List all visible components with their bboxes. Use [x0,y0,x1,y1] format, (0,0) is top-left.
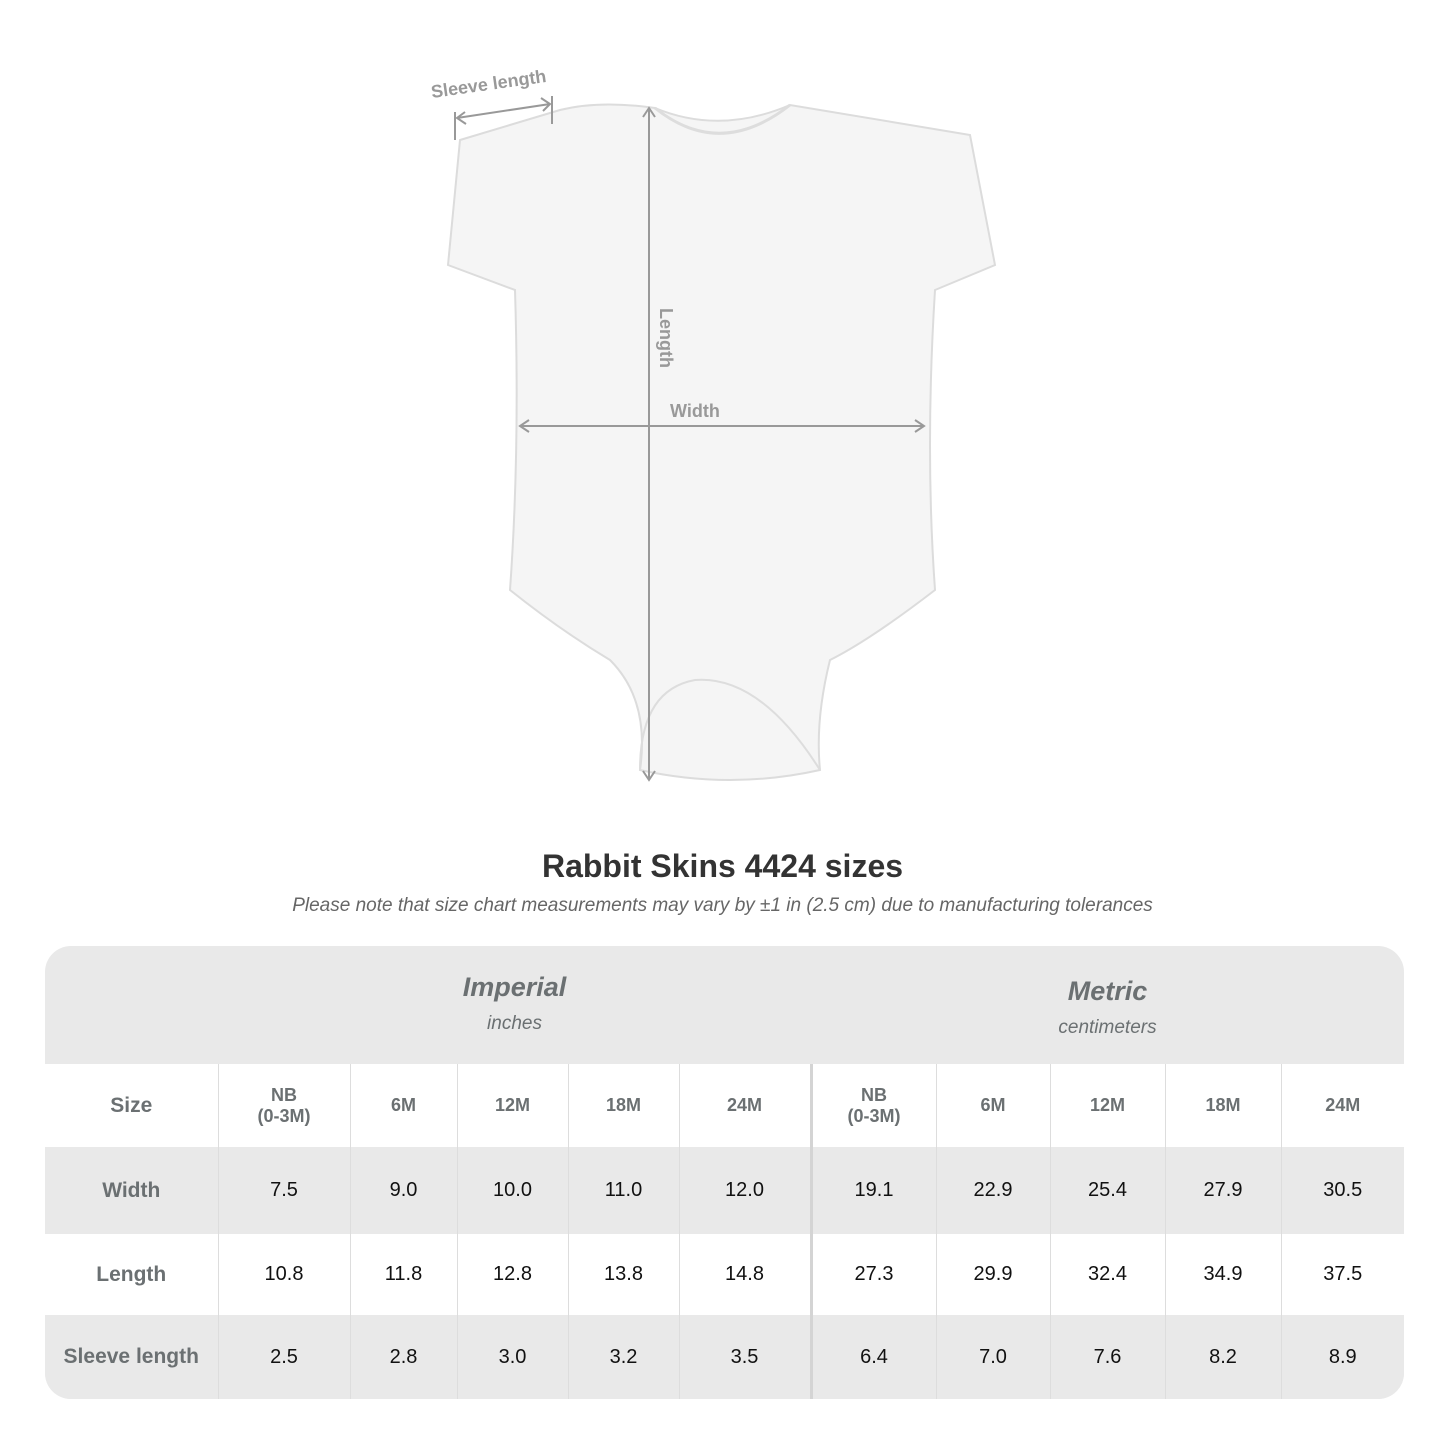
metric-value: 7.6 [1049,1315,1165,1399]
imperial-value: 9.0 [349,1147,457,1234]
row-label: Sleeve length [45,1315,218,1399]
onesie-shape [446,103,997,781]
metric-value: 19.1 [809,1147,936,1234]
imperial-value: 10.8 [217,1234,350,1315]
metric-value: 25.4 [1049,1147,1165,1234]
imperial-value: 13.8 [567,1234,679,1315]
size-header-cell: NB (0-3M) [217,1064,350,1147]
imperial-value: 2.5 [217,1315,350,1399]
imperial-unit: inches [487,1013,542,1034]
size-label: Size [45,1064,218,1147]
imperial-value: 3.0 [456,1315,568,1399]
table-row: Sleeve length 2.5 2.8 3.0 3.2 3.5 6.4 7.0 7.6 8.2… [45,1315,1404,1399]
imperial-title: Imperial [462,972,567,1002]
size-header-cell: 18M [567,1064,679,1147]
metric-title: Metric [1067,976,1148,1006]
size-header-cell: 6M [349,1064,457,1147]
table-row: Length 10.8 11.8 12.8 13.8 14.8 27.3 29.9 32.4 34… [45,1234,1404,1315]
metric-value: 30.5 [1280,1147,1404,1234]
imperial-value: 12.0 [678,1147,811,1234]
imperial-value: 10.0 [456,1147,568,1234]
imperial-value: 11.8 [349,1234,457,1315]
row-label: Length [45,1234,218,1315]
width-label: Width [670,401,720,421]
metric-value: 27.9 [1164,1147,1281,1234]
metric-value: 29.9 [935,1234,1050,1315]
metric-value: 34.9 [1164,1234,1281,1315]
imperial-value: 2.8 [349,1315,457,1399]
onesie-diagram: Sleeve length Length Width [430,66,997,782]
page-title: Rabbit Skins 4424 sizes [541,848,904,884]
tolerance-note: Please note that size chart measurements… [292,895,1153,916]
metric-unit: centimeters [1058,1017,1157,1038]
imperial-value: 12.8 [456,1234,568,1315]
size-header-row: Size NB (0-3M) 6M 12M 18M 24M NB (0-3M) 6M 12M 18M 2… [45,1064,1404,1147]
metric-value: 27.3 [809,1234,936,1315]
metric-value: 8.2 [1164,1315,1281,1399]
table-row: Width 7.5 9.0 10.0 11.0 12.0 19.1 22.9 25.4 27.9 3… [45,1147,1404,1234]
size-header-cell: NB (0-3M) [809,1064,936,1147]
metric-value: 22.9 [935,1147,1050,1234]
imperial-value: 14.8 [678,1234,811,1315]
measurements-table: Size NB (0-3M) 6M 12M 18M 24M NB (0-3M) 6M 12M 18M 2… [45,1064,1404,1399]
size-header-cell: 12M [1049,1064,1165,1147]
metric-value: 7.0 [935,1315,1050,1399]
imperial-value: 3.5 [678,1315,811,1399]
imperial-value: 7.5 [217,1147,350,1234]
size-header-cell: 24M [678,1064,811,1147]
metric-header: Metric centimeters [811,950,1404,1068]
row-label: Width [45,1147,218,1234]
imperial-header: Imperial inches [218,946,811,1064]
metric-value: 32.4 [1049,1234,1165,1315]
size-header-cell: 12M [456,1064,568,1147]
length-label: Length [656,308,676,368]
imperial-value: 3.2 [567,1315,679,1399]
metric-value: 37.5 [1280,1234,1404,1315]
imperial-value: 11.0 [567,1147,679,1234]
metric-value: 8.9 [1280,1315,1404,1399]
size-header-cell: 18M [1164,1064,1281,1147]
sleeve-length-label: Sleeve length [430,66,548,102]
metric-value: 6.4 [809,1315,936,1399]
size-header-cell: 24M [1280,1064,1404,1147]
size-header-cell: 6M [935,1064,1050,1147]
size-table: Imperial inches Metric centimeters Size N… [45,946,1404,1399]
